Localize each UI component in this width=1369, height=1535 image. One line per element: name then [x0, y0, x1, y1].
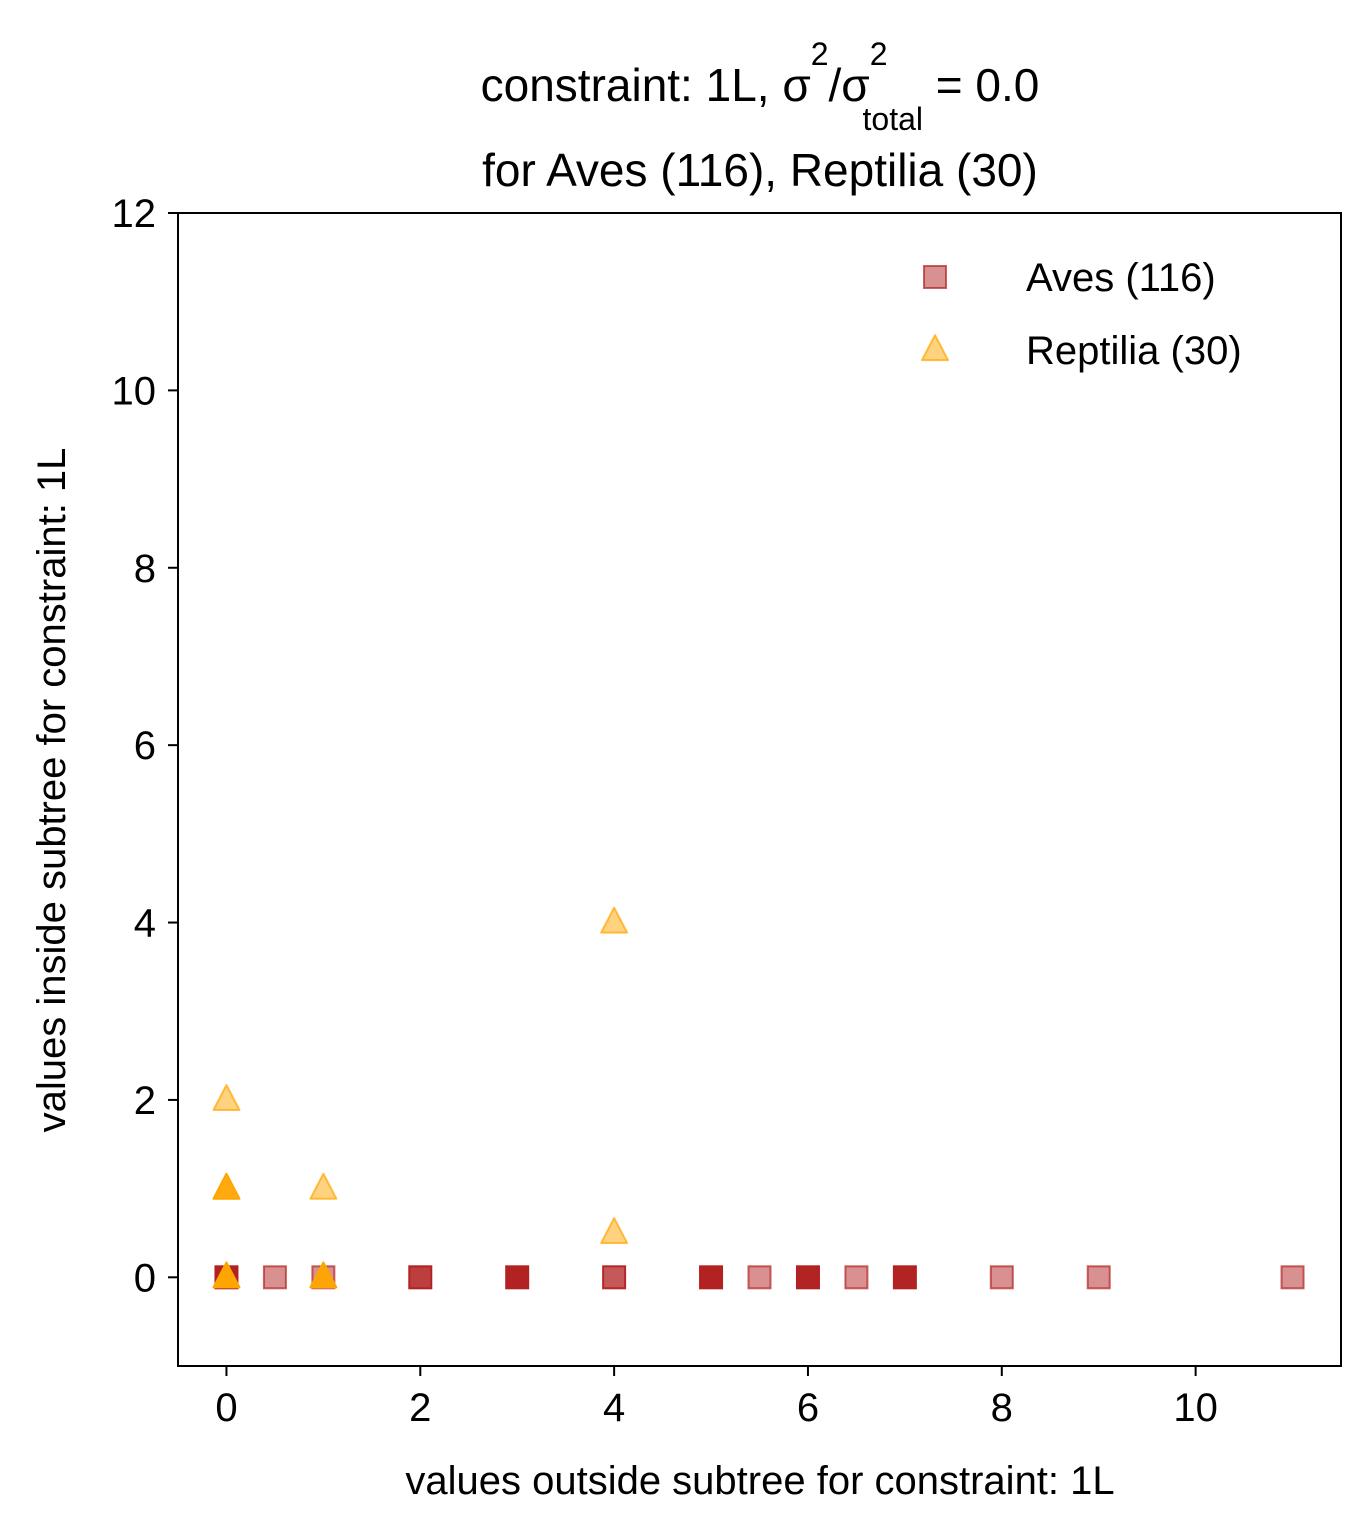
title-suffix: = 0.0: [923, 59, 1039, 111]
aves-point: [1280, 1265, 1305, 1290]
y-tick-label: 2: [134, 1079, 156, 1123]
legend-label: Aves (116): [1026, 256, 1216, 300]
reptilia-point: [212, 1172, 241, 1200]
x-tick-label: 4: [603, 1386, 625, 1430]
aves-point: [699, 1265, 724, 1290]
x-tick-label: 2: [409, 1386, 431, 1430]
data-marks: [212, 906, 1305, 1290]
legend: Aves (116) Reptilia (30): [921, 256, 1242, 373]
y-tick-label: 0: [134, 1256, 156, 1300]
aves-point: [892, 1265, 917, 1290]
reptilia-point: [309, 1261, 338, 1289]
y-tick-label: 10: [112, 369, 157, 413]
title-sup1: 2: [811, 36, 829, 72]
plot-frame: [177, 212, 1342, 1367]
x-axis-ticks: 0 2 4 6 8 10: [215, 1366, 1218, 1430]
x-axis-label: values outside subtree for constraint: 1…: [405, 1459, 1114, 1503]
aves-point: [408, 1265, 433, 1290]
y-tick-label: 6: [134, 724, 156, 768]
y-tick-label: 4: [134, 902, 156, 946]
x-tick-label: 10: [1173, 1386, 1218, 1430]
x-tick-label: 0: [215, 1386, 237, 1430]
y-axis-ticks: 0 2 4 6 8 10 12: [112, 192, 178, 1300]
reptilia-point: [309, 1172, 338, 1200]
aves-point: [602, 1265, 627, 1290]
x-tick-label: 6: [797, 1386, 819, 1430]
title-slash: /σ: [829, 59, 870, 111]
aves-point: [1086, 1265, 1111, 1290]
title-prefix: constraint: 1L, σ: [481, 59, 811, 111]
legend-marker-aves: [923, 265, 947, 289]
x-tick-label: 8: [991, 1386, 1013, 1430]
y-tick-label: 8: [134, 547, 156, 591]
aves-point: [844, 1265, 869, 1290]
title-sup2: 2: [870, 36, 888, 72]
y-axis-label: values inside subtree for constraint: 1L: [30, 448, 74, 1133]
aves-point: [262, 1265, 287, 1290]
reptilia-point: [600, 1217, 629, 1245]
aves-point: [795, 1265, 820, 1290]
reptilia-point: [212, 1084, 241, 1112]
reptilia-point: [212, 1261, 241, 1289]
title-sub: total: [863, 101, 923, 137]
y-tick-label: 12: [112, 192, 157, 236]
legend-label: Reptilia (30): [1026, 329, 1242, 373]
chart-title-line1: constraint: 1L, σ2/σ2 total = 0.0: [481, 36, 1040, 137]
aves-point: [505, 1265, 530, 1290]
aves-point: [989, 1265, 1014, 1290]
aves-point: [747, 1265, 772, 1290]
reptilia-point: [600, 906, 629, 934]
chart-title-line2: for Aves (116), Reptilia (30): [482, 144, 1038, 196]
legend-marker-reptilia: [921, 334, 949, 362]
